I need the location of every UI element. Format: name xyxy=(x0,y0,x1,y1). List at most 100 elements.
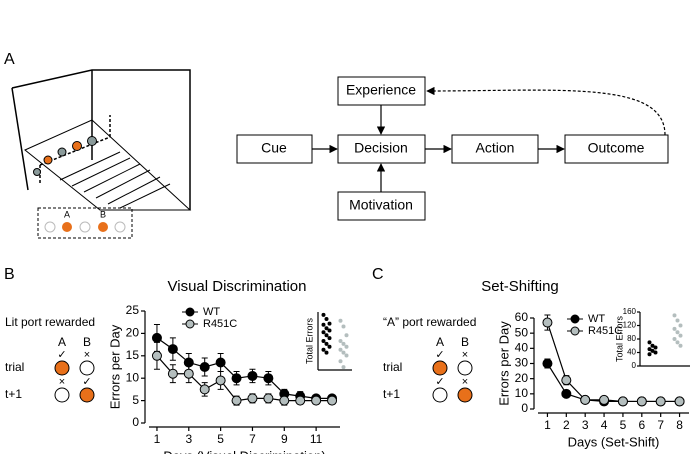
inset-y-tick-label: 40 xyxy=(627,348,636,357)
inset-point xyxy=(321,339,326,343)
port xyxy=(72,141,82,151)
grill xyxy=(59,151,171,209)
data-point xyxy=(279,395,290,406)
x-tick-label: 2 xyxy=(563,418,570,432)
port-state xyxy=(457,387,473,403)
panel-label: B xyxy=(4,266,15,283)
column-label: A xyxy=(58,335,66,349)
node-label: Experience xyxy=(346,82,416,98)
inset-y-tick-label: 80 xyxy=(627,334,636,343)
check-mark: × xyxy=(59,376,65,388)
port-label: A xyxy=(64,209,70,219)
data-point xyxy=(617,396,628,407)
port-state xyxy=(79,387,95,403)
inset-point xyxy=(678,333,683,338)
inset-point xyxy=(321,312,326,317)
inset-point xyxy=(344,344,349,349)
inset-point xyxy=(338,318,343,323)
inset-point xyxy=(324,350,329,355)
y-tick-label: 5 xyxy=(132,393,139,407)
inset-point xyxy=(341,365,346,370)
check-mark: ✓ xyxy=(82,376,91,388)
chart-title: Visual Discrimination xyxy=(168,278,307,295)
legend-label: WT xyxy=(588,313,605,325)
legend-marker xyxy=(570,314,580,324)
data-point xyxy=(167,368,178,379)
y-tick-label: 20 xyxy=(515,371,529,385)
y-axis-label: Errors per Day xyxy=(107,324,122,409)
port-state xyxy=(54,360,70,376)
inset-point xyxy=(327,336,332,341)
x-tick-label: 6 xyxy=(638,418,645,432)
port xyxy=(87,136,97,146)
inset-point xyxy=(678,323,683,328)
data-point xyxy=(167,344,178,355)
x-axis-label: Days (Visual Discrimination) xyxy=(163,448,325,454)
x-tick-label: 1 xyxy=(544,418,551,432)
data-point xyxy=(599,394,610,405)
y-tick-label: 10 xyxy=(126,370,140,384)
row-label: trial xyxy=(5,360,24,374)
operant-box xyxy=(11,69,192,211)
check-mark: × xyxy=(462,376,468,388)
inset-point xyxy=(672,326,677,331)
port xyxy=(33,168,41,176)
node-label: Cue xyxy=(261,140,287,156)
chart-title: Set-Shifting xyxy=(481,278,559,295)
inset-y-tick-label: 160 xyxy=(623,307,637,316)
inset-point xyxy=(327,328,332,333)
y-tick-label: 10 xyxy=(515,386,529,400)
inset-y-label: Total Errors xyxy=(614,315,624,362)
y-tick-label: 0 xyxy=(521,401,528,415)
y-tick-label: 40 xyxy=(515,341,529,355)
inset-point xyxy=(338,339,343,343)
data-point xyxy=(327,395,338,406)
data-point xyxy=(215,357,226,368)
data-point xyxy=(151,350,162,361)
x-tick-label: 7 xyxy=(249,432,256,446)
data-point xyxy=(542,358,553,369)
data-point xyxy=(542,317,553,328)
inset-point xyxy=(327,344,332,349)
data-point xyxy=(655,396,666,407)
check-mark: ✓ xyxy=(57,349,66,361)
legend-marker xyxy=(185,307,195,317)
inset-point xyxy=(341,341,346,346)
y-axis-label: Errors per Day xyxy=(496,321,511,406)
inset-point xyxy=(675,318,680,323)
inset-point xyxy=(672,337,677,341)
data-point xyxy=(263,393,274,404)
port xyxy=(43,155,53,165)
data-point xyxy=(636,396,647,407)
legend-label: WT xyxy=(203,306,220,318)
inset-point xyxy=(647,347,652,352)
port-label: B xyxy=(100,209,106,219)
port xyxy=(79,221,91,233)
data-point xyxy=(151,332,162,343)
data-point xyxy=(247,370,258,381)
data-point xyxy=(215,375,226,386)
inset-point xyxy=(324,316,329,321)
data-point xyxy=(674,396,685,407)
row-label: t+1 xyxy=(383,387,400,401)
port xyxy=(57,147,67,157)
check-mark: ✓ xyxy=(435,376,444,388)
inset-point xyxy=(321,347,326,352)
x-tick-label: 3 xyxy=(185,432,192,446)
y-tick-label: 30 xyxy=(515,356,529,370)
data-point xyxy=(561,388,572,399)
inset-point xyxy=(344,333,349,338)
data-point xyxy=(231,373,242,384)
node-label: Outcome xyxy=(588,140,645,156)
data-point xyxy=(183,368,194,379)
y-tick-label: 60 xyxy=(515,310,529,324)
check-mark: ✓ xyxy=(435,349,444,361)
inset-point xyxy=(344,353,349,358)
data-point xyxy=(199,384,210,395)
flowchart: Experience Cue Decision Action Outcome M… xyxy=(236,76,669,221)
inset-point xyxy=(327,321,332,326)
data-point xyxy=(580,394,591,405)
legend-marker xyxy=(185,319,195,329)
y-tick-label: 25 xyxy=(126,303,140,317)
